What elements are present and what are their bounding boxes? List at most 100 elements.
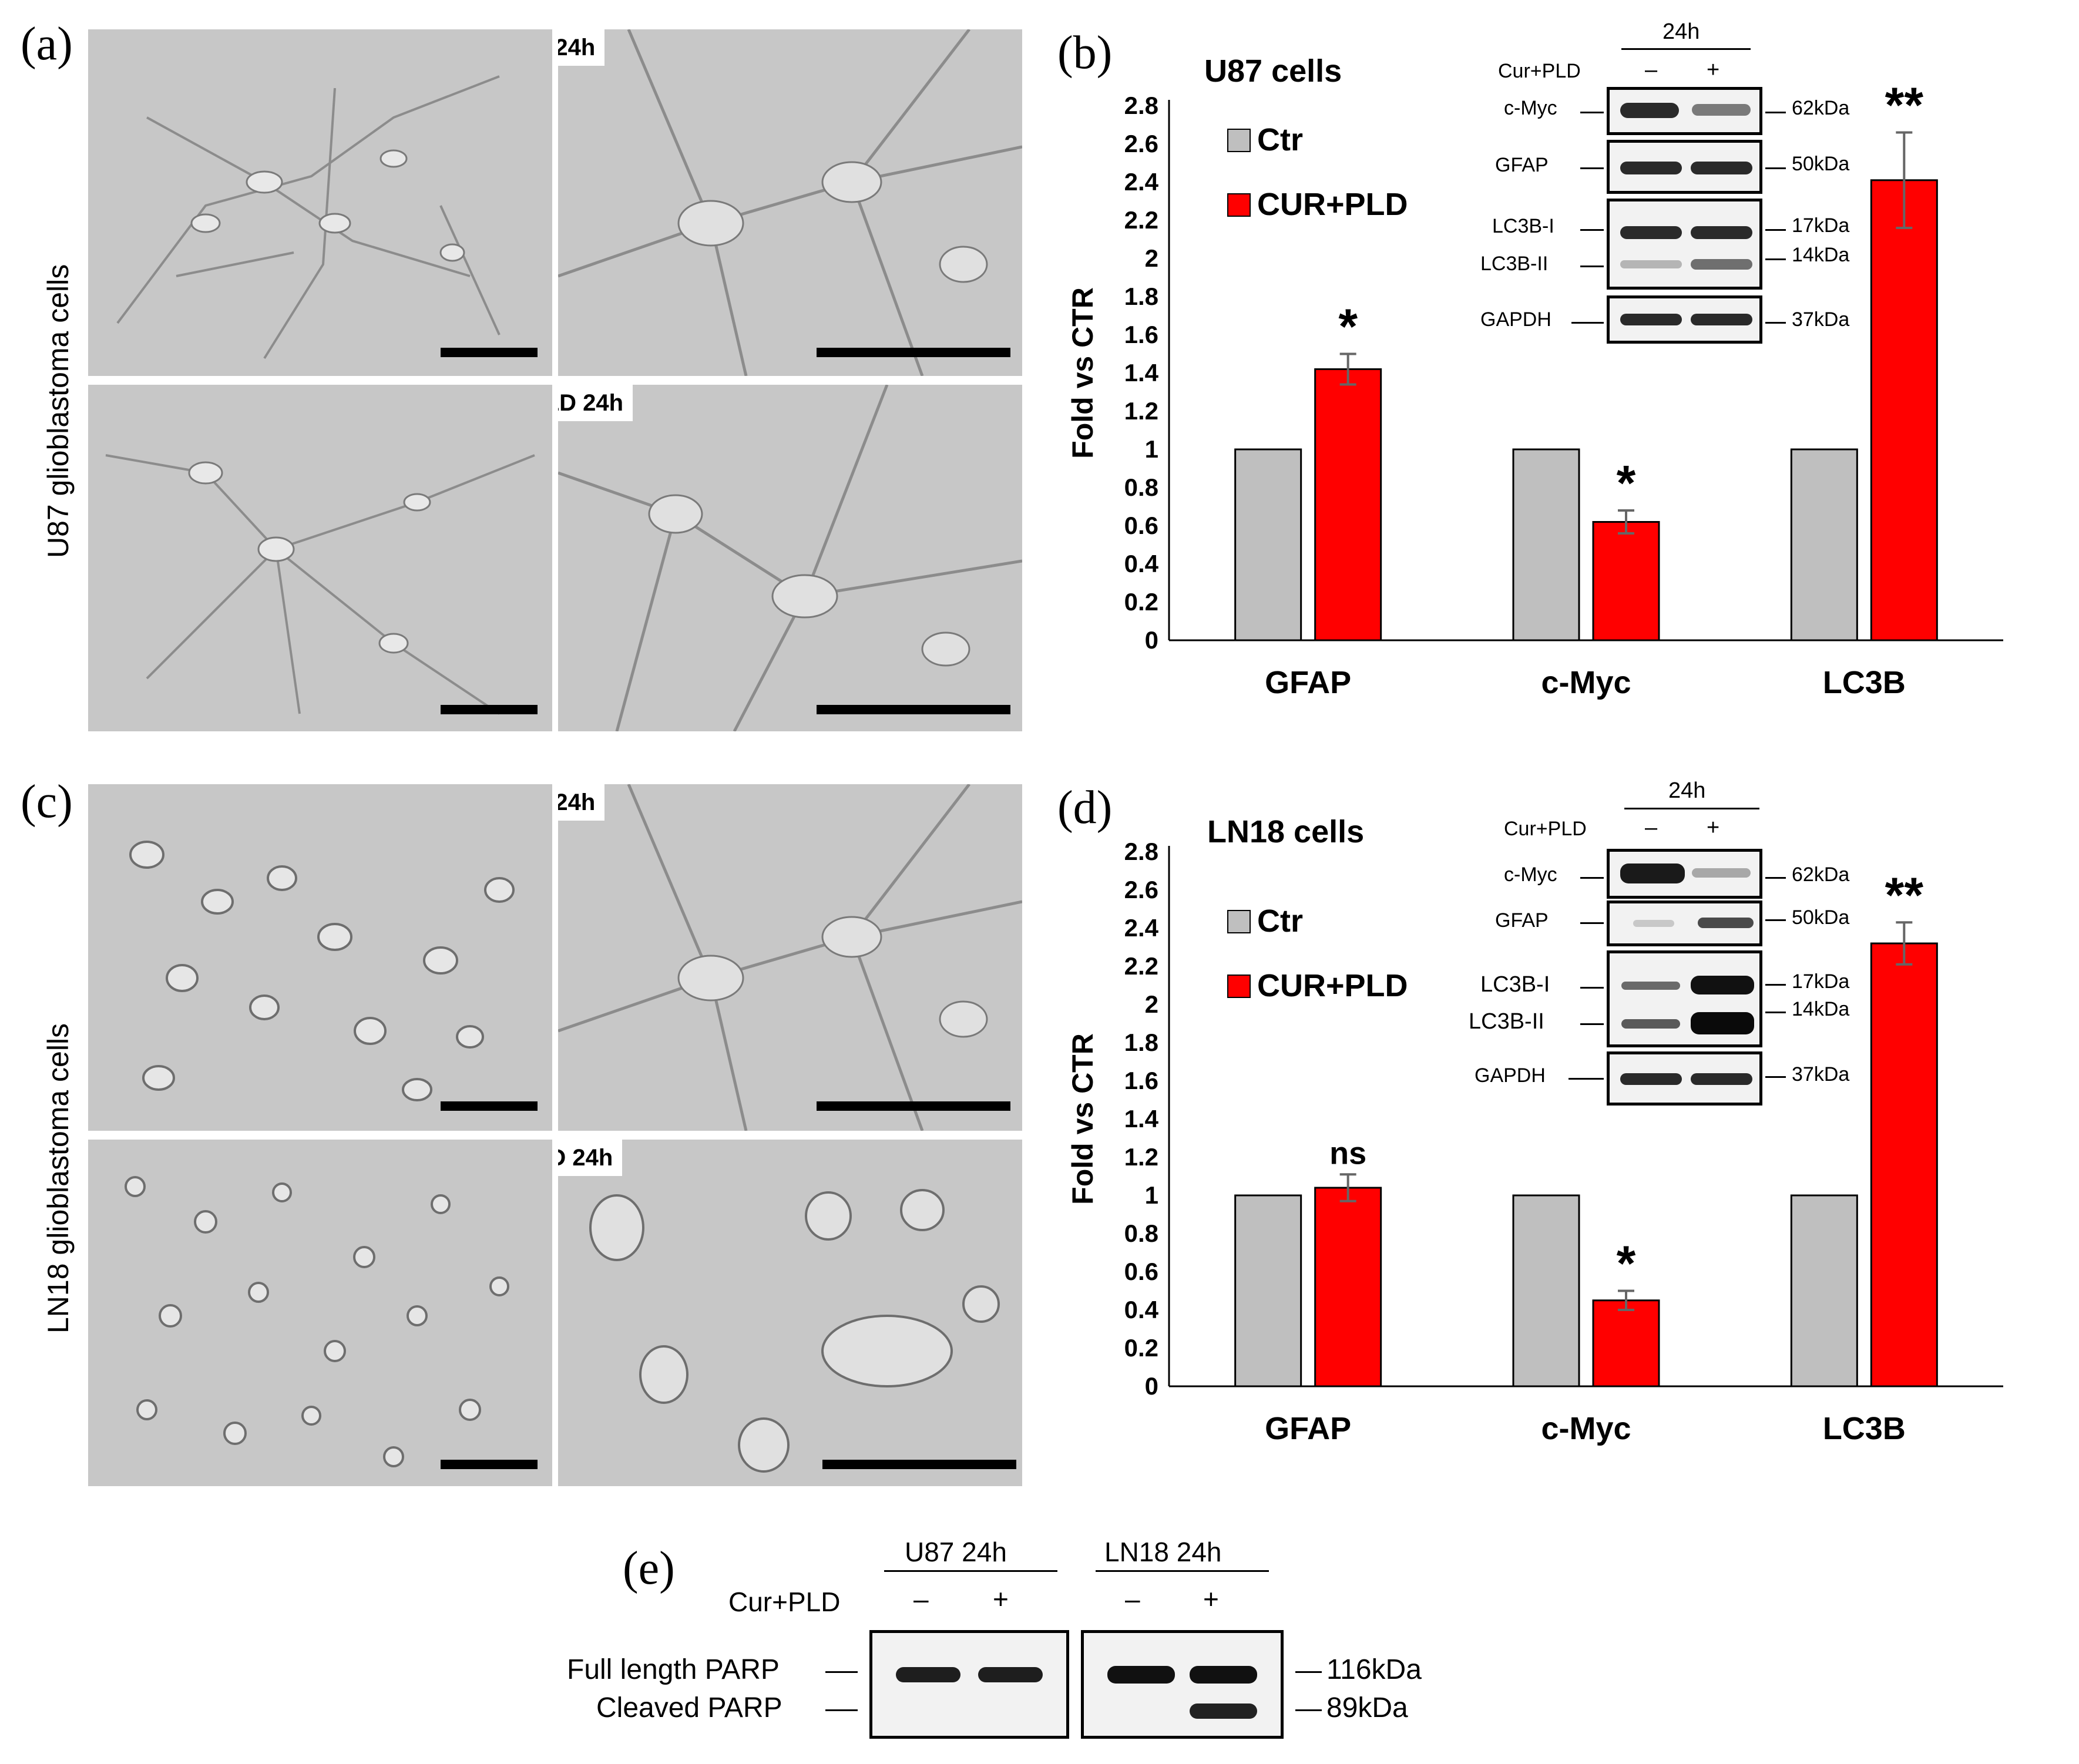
- bar-cur-pld: [1870, 942, 1938, 1387]
- blot-kda: 17kDa: [1792, 970, 1850, 993]
- panel-label-b: (b): [1057, 27, 1113, 79]
- band: [1692, 868, 1751, 878]
- lane-minus: –: [1125, 1584, 1140, 1614]
- marker-tick: [1765, 112, 1786, 113]
- bar-cur-pld: [1314, 368, 1382, 641]
- marker-tick: [1295, 1709, 1322, 1711]
- y-tick-label: 2.8: [1124, 838, 1158, 865]
- bar-cur-pld: [1870, 179, 1938, 641]
- micrograph-c-cur-low: [88, 1140, 552, 1486]
- marker-tick: [1580, 922, 1604, 924]
- legend-label: Ctr: [1257, 903, 1303, 939]
- legend-swatch: [1227, 975, 1251, 998]
- marker-tick: [1765, 919, 1786, 921]
- condition-tag: CTR 24h: [558, 29, 605, 66]
- blot-treatment: Cur+PLD: [728, 1587, 841, 1617]
- y-tick-label: 2.2: [1124, 952, 1158, 980]
- band: [1691, 226, 1752, 239]
- panel-label-e: (e): [623, 1543, 675, 1594]
- marker-tick: [1580, 229, 1604, 231]
- marker-tick: [1580, 266, 1604, 267]
- blot-kda: 50kDa: [1792, 153, 1850, 175]
- y-tick-label: 2.4: [1124, 914, 1159, 942]
- blot-kda: 14kDa: [1792, 998, 1850, 1020]
- x-tick-label: LC3B: [1823, 665, 1906, 700]
- chart-title-d: LN18 cells: [1207, 814, 1365, 849]
- significance-label: *: [1617, 455, 1636, 510]
- bar-chart-u87: 0 0.2 0.4 0.6 0.8 1 1.2 1.4 1.6 1.8 2 2.2 2.4 2.6 2.8 F…: [1066, 82, 2003, 700]
- marker-tick: [1765, 1012, 1786, 1013]
- significance-label: **: [1885, 867, 1924, 922]
- micrograph-a-ctr-high: CTR 24h: [558, 29, 1022, 376]
- blot-row-label: LC3B-II: [1480, 253, 1549, 275]
- band: [1691, 1012, 1754, 1034]
- blot-row-label: GAPDH: [1475, 1064, 1546, 1087]
- band: [1620, 863, 1685, 883]
- blot-strip-cmyc: [1607, 849, 1762, 899]
- blot-strip-u87: [869, 1630, 1069, 1739]
- legend-label: Ctr: [1257, 122, 1303, 157]
- scale-bar: [441, 1460, 538, 1469]
- bar-cur-pld: [1592, 1299, 1660, 1387]
- blot-kda: 37kDa: [1792, 1063, 1850, 1086]
- blot-strip-cmyc: [1607, 87, 1762, 135]
- blot-row-label: GAPDH: [1480, 308, 1551, 331]
- blot-kda: 116kDa: [1326, 1654, 1422, 1685]
- chart-title-b: U87 cells: [1204, 53, 1342, 89]
- blot-strip-lc3b: [1607, 950, 1762, 1047]
- micrograph-c-cur-high: Cur+PLD 24h: [558, 1140, 1022, 1486]
- blot-kda: 37kDa: [1792, 308, 1850, 331]
- lane-minus: –: [1645, 815, 1658, 840]
- blot-row-label: c-Myc: [1504, 863, 1557, 886]
- marker-tick: [1295, 1671, 1322, 1673]
- blot-kda: 89kDa: [1326, 1692, 1408, 1723]
- band: [1692, 104, 1751, 116]
- y-tick-label: 1.6: [1124, 321, 1158, 348]
- y-tick-label: 0.6: [1124, 512, 1158, 539]
- bar-ctr: [1234, 448, 1302, 641]
- band: [1620, 226, 1682, 239]
- cell-texture: [116, 75, 501, 359]
- marker-tick: [825, 1709, 858, 1711]
- blot-kda: 14kDa: [1792, 244, 1850, 266]
- blot-strip-gfap: [1607, 901, 1762, 946]
- y-tick-label: 1.8: [1124, 283, 1158, 310]
- legend-label: CUR+PLD: [1257, 968, 1408, 1003]
- marker-tick: [1580, 112, 1604, 113]
- panel-label-c: (c): [21, 776, 73, 828]
- bar-cur-pld: [1314, 1187, 1382, 1387]
- band: [1691, 259, 1752, 270]
- y-axis-label: Fold vs CTR: [1066, 287, 1099, 459]
- lane-plus: +: [993, 1584, 1009, 1614]
- blot-row-label: GFAP: [1495, 154, 1549, 176]
- band: [1107, 1666, 1175, 1684]
- marker-tick: [1580, 167, 1604, 169]
- x-tick-label: LC3B: [1823, 1411, 1906, 1446]
- band: [1691, 314, 1752, 325]
- blot-strip-gapdh: [1607, 1051, 1762, 1106]
- blot-time-line: [1621, 48, 1751, 50]
- condition-tag: CTR 24h: [558, 784, 605, 821]
- scale-bar: [817, 1101, 1010, 1111]
- marker-tick: [1571, 322, 1604, 324]
- significance-label: *: [1338, 299, 1358, 354]
- marker-tick: [1765, 1076, 1786, 1078]
- y-tick-label: 2.6: [1124, 130, 1158, 157]
- blot-strip-ln18: [1081, 1630, 1284, 1739]
- y-tick-label: 2.2: [1124, 206, 1158, 234]
- legend-swatch: [1227, 193, 1251, 217]
- blot-row-label: LC3B-II: [1469, 1009, 1544, 1034]
- blot-strip-gfap: [1607, 140, 1762, 194]
- scale-bar: [817, 705, 1010, 714]
- group-label-ln18: LN18 24h: [1104, 1537, 1222, 1567]
- band: [1620, 260, 1682, 268]
- marker-tick: [1580, 1023, 1604, 1025]
- legend-swatch: [1227, 910, 1251, 933]
- y-tick-label: 1.4: [1124, 1105, 1159, 1133]
- x-tick-label: c-Myc: [1541, 665, 1631, 700]
- lane-plus: +: [1707, 815, 1720, 840]
- band: [1621, 982, 1680, 990]
- panel-label-a: (a): [21, 18, 73, 70]
- y-tick-label: 1: [1145, 1181, 1158, 1209]
- y-tick-label: 0.4: [1124, 1296, 1159, 1323]
